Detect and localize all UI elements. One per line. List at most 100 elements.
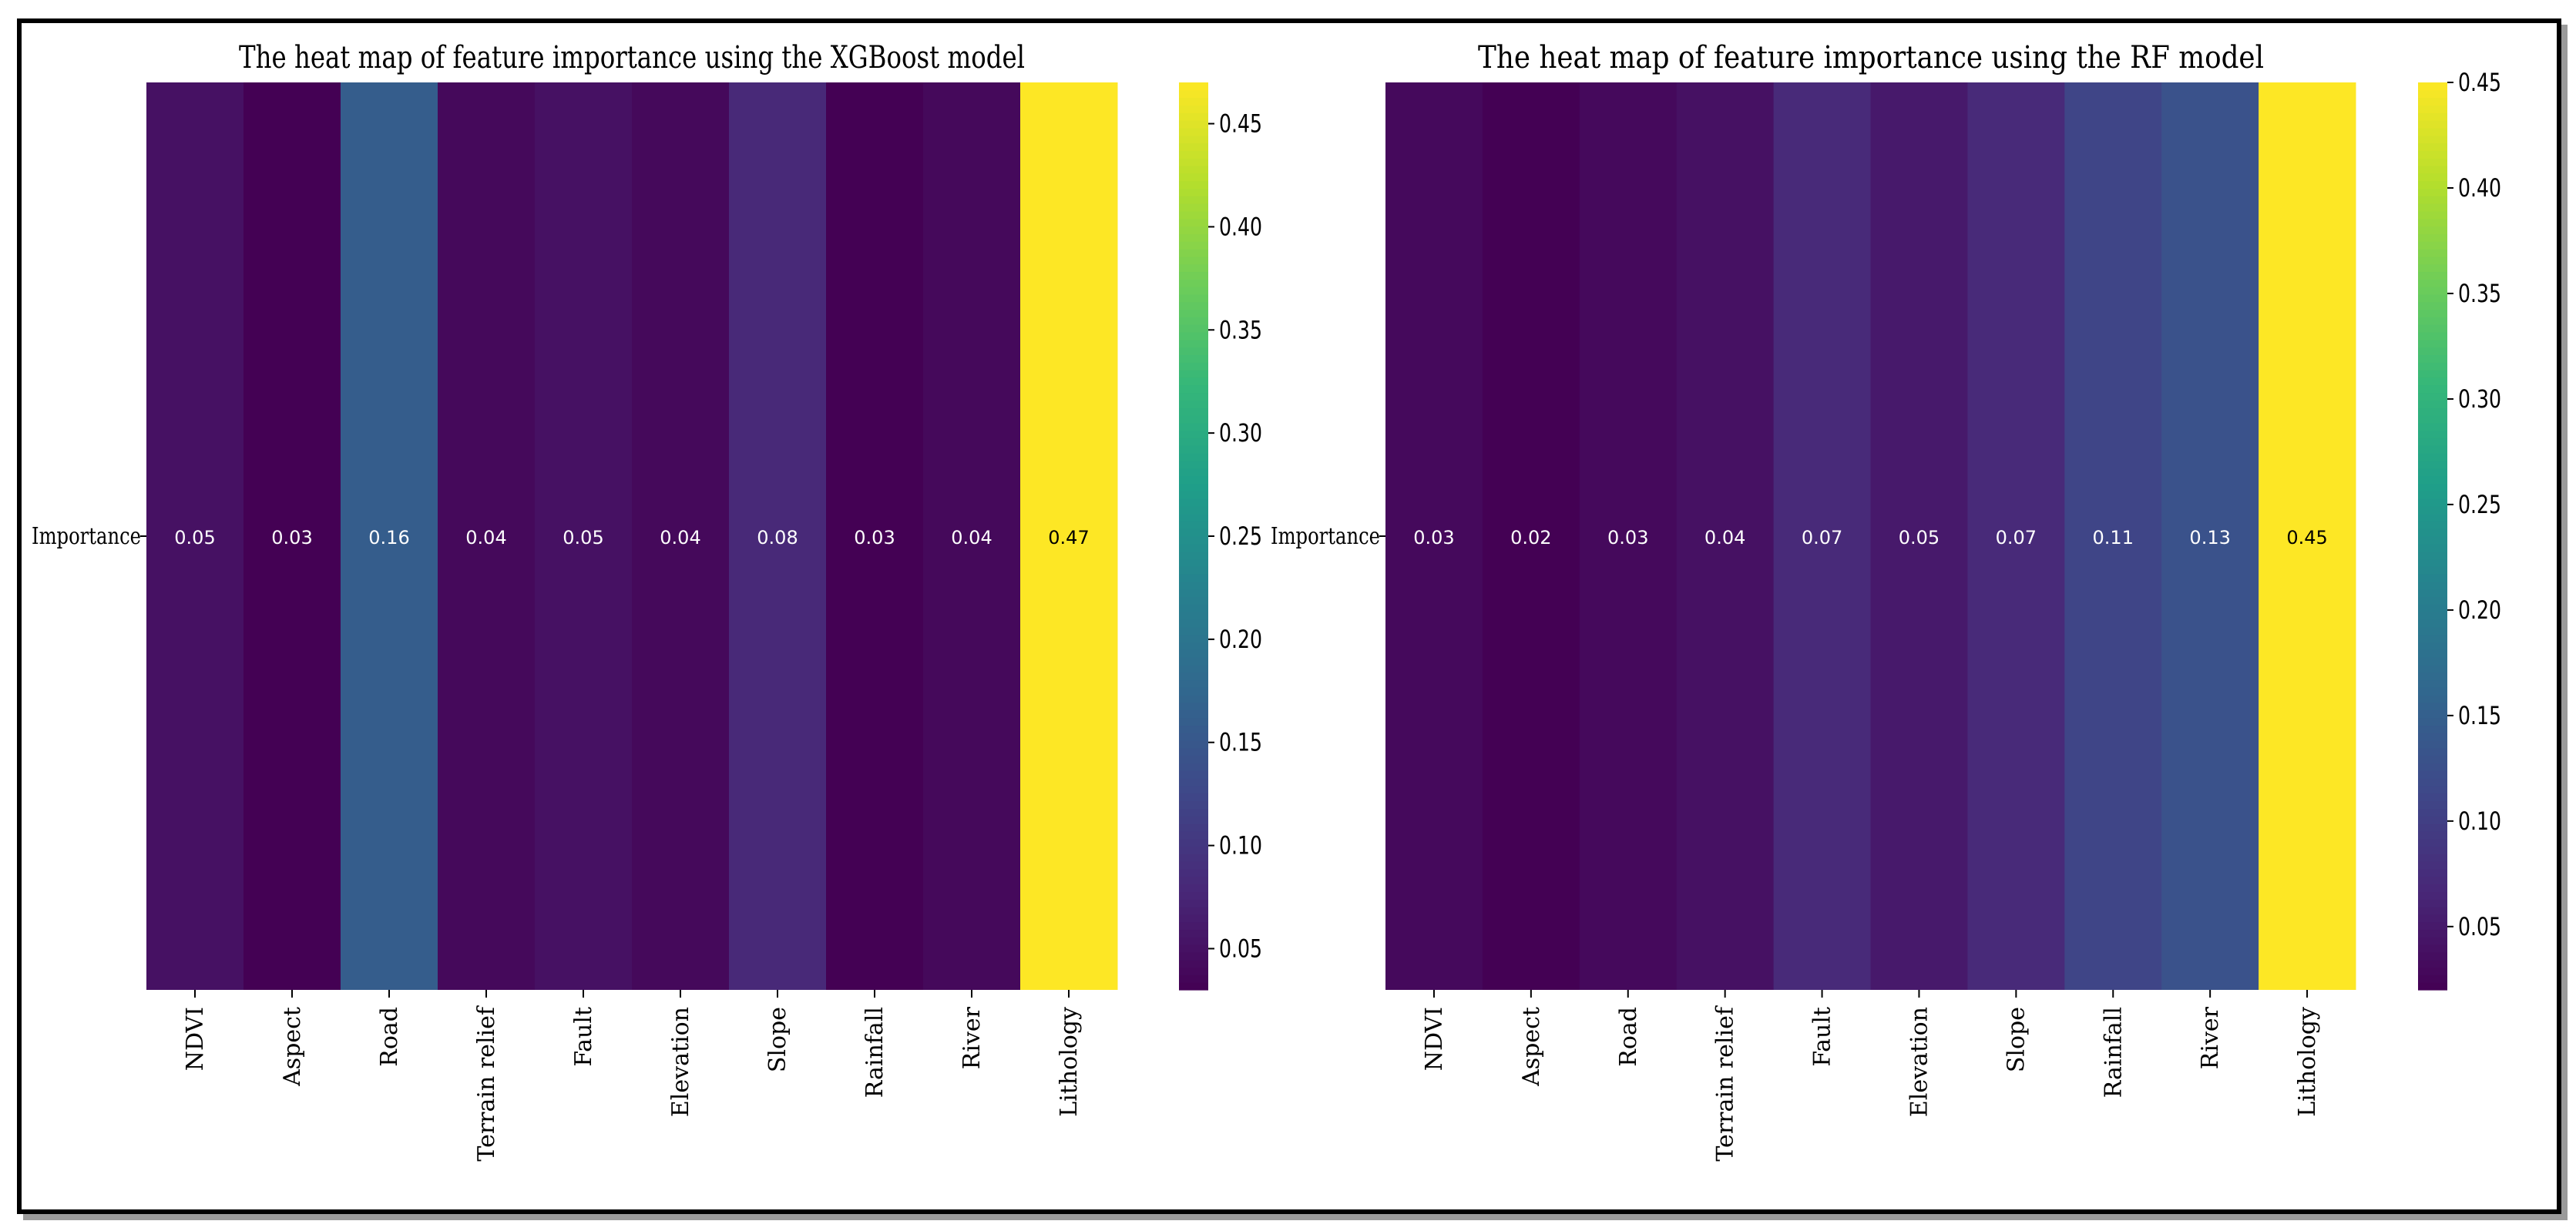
colorbar-segment	[2418, 120, 2447, 129]
colorbar-segment	[2418, 558, 2447, 567]
colorbar-segment	[2418, 589, 2447, 598]
colorbar-segment	[1179, 354, 1208, 363]
colorbar-segment	[1179, 709, 1208, 719]
colorbar-segment	[2418, 287, 2447, 295]
colorbar-segment	[1179, 453, 1208, 461]
colorbar-segment	[2418, 460, 2447, 469]
colorbar-tick-label: 0.20	[2458, 595, 2501, 625]
colorbar-segment	[1179, 672, 1208, 681]
colorbar-segment	[2418, 498, 2447, 507]
x-tick-label: Road	[1615, 1007, 1642, 1067]
x-tick-label: River	[959, 1006, 986, 1069]
colorbar-segment	[1179, 846, 1208, 854]
cell-value-label: 0.03	[854, 527, 895, 548]
colorbar-segment	[2418, 657, 2447, 666]
colorbar-segment	[1179, 143, 1208, 151]
colorbar-segment	[1179, 158, 1208, 166]
cell-value-label: 0.07	[1802, 527, 1842, 548]
colorbar-segment	[2418, 173, 2447, 182]
colorbar-segment	[2418, 612, 2447, 620]
colorbar-segment	[2418, 830, 2447, 840]
colorbar-segment	[2418, 165, 2447, 174]
heatmap-cell	[729, 82, 827, 990]
colorbar-segment	[2418, 899, 2447, 907]
colorbar-segment	[1179, 816, 1208, 824]
x-tick-label: Aspect	[279, 1007, 306, 1087]
heatmap-cell	[1870, 82, 1968, 990]
colorbar-segment	[2418, 695, 2447, 703]
colorbar-segment	[1179, 702, 1208, 711]
heatmap-cell	[1579, 82, 1678, 990]
colorbar-segment	[2418, 408, 2447, 416]
x-tick-label: Lithology	[2294, 1007, 2321, 1117]
colorbar-segment	[2418, 747, 2447, 756]
colorbar-segment	[1179, 733, 1208, 741]
cell-value-label: 0.07	[1996, 527, 2037, 548]
colorbar-segment	[2418, 725, 2447, 733]
x-tick-label: Terrain relief	[473, 1005, 500, 1161]
colorbar-segment	[2418, 619, 2447, 628]
cell-value-label: 0.04	[1704, 527, 1745, 548]
colorbar-segment	[2418, 846, 2447, 854]
colorbar-segment	[2418, 702, 2447, 711]
x-tick-label: Slope	[2003, 1007, 2030, 1072]
colorbar-segment	[1179, 460, 1208, 469]
colorbar-segment	[2418, 740, 2447, 749]
colorbar-segment	[1179, 165, 1208, 174]
colorbar-segment	[2418, 823, 2447, 832]
colorbar-segment	[1179, 717, 1208, 726]
colorbar-segment	[1179, 581, 1208, 590]
colorbar-segment	[2418, 422, 2447, 431]
cell-value-label: 0.13	[2189, 527, 2230, 548]
cell-value-label: 0.04	[465, 527, 506, 548]
colorbar-segment	[2418, 453, 2447, 461]
colorbar-segment	[2418, 763, 2447, 771]
colorbar-segment	[1179, 642, 1208, 650]
colorbar-segment	[1179, 725, 1208, 733]
cell-value-label: 0.04	[660, 527, 700, 548]
cell-value-label: 0.03	[1413, 527, 1454, 548]
colorbar-segment	[1179, 884, 1208, 892]
colorbar-segment	[1179, 483, 1208, 491]
colorbar-tick-label: 0.20	[1219, 625, 1262, 654]
colorbar-segment	[2418, 483, 2447, 491]
colorbar-segment	[2418, 959, 2447, 968]
colorbar-segment	[2418, 982, 2447, 991]
colorbar-segment	[2418, 188, 2447, 196]
colorbar-segment	[1179, 830, 1208, 840]
colorbar-segment	[1179, 414, 1208, 424]
colorbar-segment	[1179, 755, 1208, 764]
colorbar-segment	[2418, 210, 2447, 220]
colorbar-segment	[2418, 929, 2447, 938]
x-tick-label: Terrain relief	[1712, 1005, 1739, 1161]
colorbar-segment	[2418, 687, 2447, 696]
colorbar-segment	[1179, 596, 1208, 605]
colorbar-segment	[2418, 967, 2447, 975]
heatmap-cell	[1385, 82, 1483, 990]
colorbar-segment	[1179, 475, 1208, 484]
heatmap-cell	[1676, 82, 1775, 990]
colorbar-segment	[2418, 709, 2447, 719]
colorbar-segment	[2418, 445, 2447, 454]
cell-value-label: 0.02	[1510, 527, 1551, 548]
colorbar-segment	[1179, 974, 1208, 983]
colorbar-segment	[1179, 248, 1208, 257]
colorbar-segment	[1179, 309, 1208, 317]
colorbar-segment	[2418, 491, 2447, 499]
x-tick-label: Rainfall	[2100, 1007, 2127, 1098]
colorbar-tick-label: 0.45	[2458, 68, 2501, 97]
colorbar-segment	[2418, 974, 2447, 983]
colorbar-segment	[1179, 445, 1208, 454]
heatmap-panel-2: The heat map of feature importance using…	[1271, 40, 2501, 1162]
heatmap-cell	[1967, 82, 2065, 990]
colorbar-segment	[2418, 218, 2447, 227]
colorbar-tick-label: 0.05	[1219, 934, 1262, 963]
colorbar-tick-label: 0.05	[2458, 912, 2501, 941]
colorbar-segment	[2418, 430, 2447, 438]
colorbar-segment	[2418, 468, 2447, 477]
colorbar-segment	[2418, 377, 2447, 386]
colorbar-segment	[2418, 543, 2447, 552]
cell-value-label: 0.05	[174, 527, 215, 548]
colorbar-segment	[2418, 755, 2447, 764]
